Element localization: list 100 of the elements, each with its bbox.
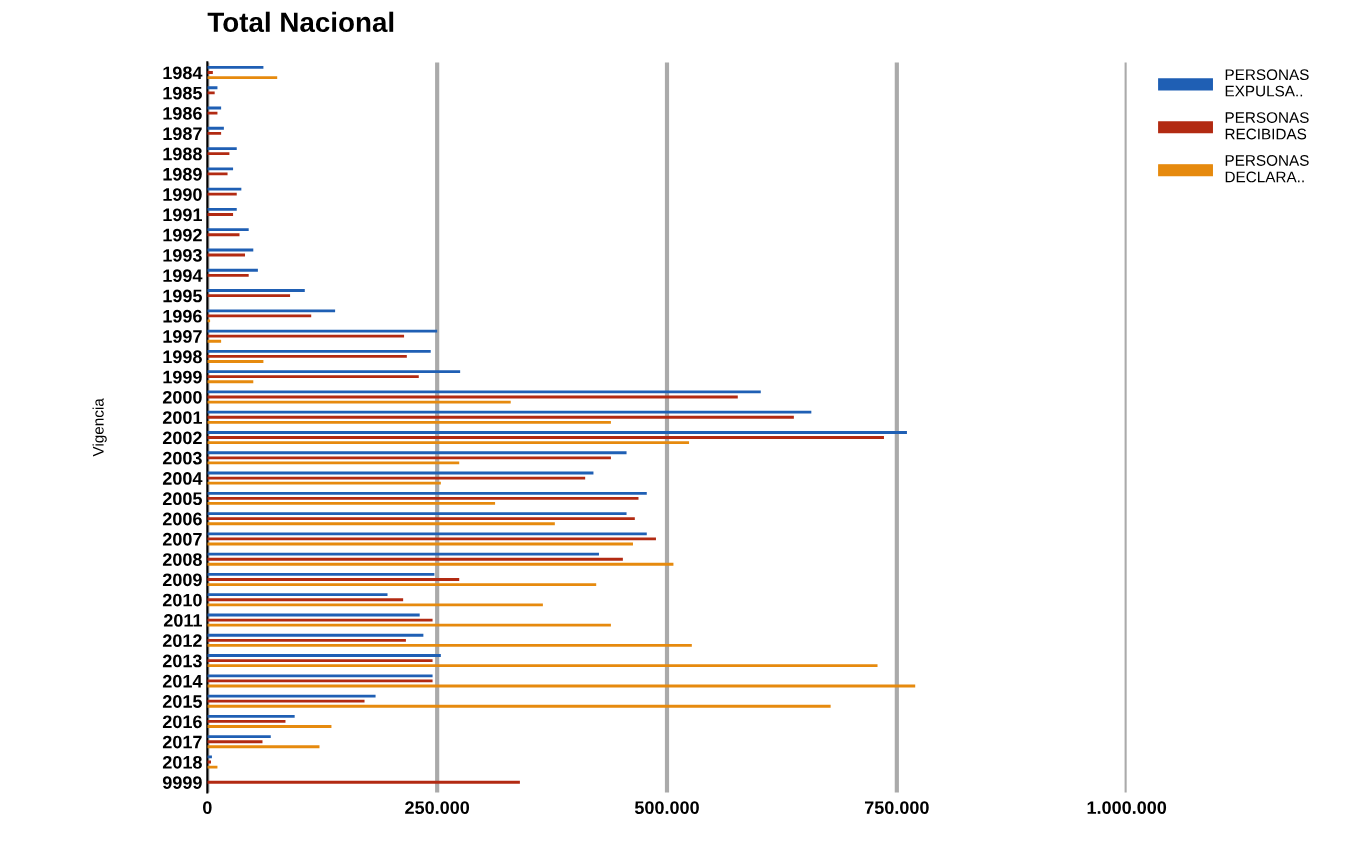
bar (207, 659, 433, 663)
y-tick-label: 1988 (163, 147, 202, 161)
y-tick-label: 1985 (163, 86, 202, 100)
bar (207, 502, 496, 505)
bar (207, 192, 237, 196)
bar (207, 456, 611, 460)
bar (207, 578, 460, 581)
bar (207, 461, 460, 465)
bar (207, 314, 312, 318)
bar (207, 289, 305, 292)
y-tick-label: 1991 (163, 208, 202, 222)
y-tick-label: 1989 (163, 167, 202, 181)
bar (207, 441, 690, 445)
y-tick-label: 2012 (162, 634, 202, 648)
y-tick-label: 2013 (162, 654, 202, 668)
bar (207, 522, 555, 526)
y-tick-label: 1990 (163, 188, 202, 201)
bar (207, 228, 249, 232)
y-tick-label: 1998 (163, 350, 202, 364)
y-tick-label: 2015 (162, 695, 202, 708)
bar (207, 431, 907, 434)
bar (207, 375, 419, 379)
bar (207, 573, 435, 576)
y-tick-label: 2018 (162, 755, 202, 769)
y-tick-label: 2006 (162, 512, 202, 526)
bar (207, 481, 441, 485)
bar (207, 268, 258, 272)
bar (207, 167, 234, 171)
bar (207, 745, 320, 749)
bar (207, 476, 586, 480)
bar (207, 309, 336, 313)
legend-label: PERSONAS RECIBIDAS (1225, 112, 1309, 140)
chart-title: Total Nacional (207, 11, 394, 33)
y-axis-title: Vigencia (92, 398, 107, 457)
y-tick-label: 1995 (163, 289, 202, 303)
y-tick-label: 2000 (162, 390, 202, 404)
bar (207, 349, 431, 353)
x-tick-label: 0 (203, 801, 212, 815)
bar (207, 740, 263, 744)
bar (207, 415, 794, 419)
x-tick-label: 750.000 (864, 801, 929, 815)
y-tick-label: 2014 (162, 674, 203, 688)
y-tick-label: 2016 (162, 715, 202, 729)
bar (207, 674, 433, 678)
y-tick-label: 2003 (162, 451, 202, 465)
bar (207, 66, 264, 69)
y-tick-label: 2001 (162, 411, 202, 424)
bar (207, 643, 692, 647)
bar (207, 410, 812, 414)
y-tick-label: 1986 (163, 107, 202, 120)
bar (207, 679, 433, 683)
y-tick-label: 1996 (163, 309, 202, 323)
bar (207, 699, 365, 703)
y-tick-label: 1994 (163, 269, 203, 283)
y-tick-label: 2004 (162, 472, 203, 485)
bar (207, 623, 611, 627)
y-tick-label: 1999 (163, 370, 202, 384)
bar (207, 126, 224, 130)
bar (207, 517, 635, 521)
y-tick-label: 1992 (163, 228, 202, 242)
bar (207, 603, 543, 607)
bar (207, 147, 237, 150)
bar (207, 735, 271, 739)
bar (207, 370, 461, 374)
bar (207, 436, 884, 439)
y-tick-label: 9999 (162, 776, 202, 789)
bar (207, 633, 424, 637)
bar (207, 360, 264, 363)
y-tick-label: 1987 (163, 127, 202, 141)
x-tick-label: 500.000 (634, 801, 699, 815)
bar (207, 294, 291, 298)
bar (207, 91, 215, 95)
y-tick-label: 2010 (162, 593, 202, 607)
bar (207, 131, 222, 135)
bar (207, 86, 218, 90)
bar (207, 187, 242, 191)
bar (207, 562, 674, 566)
y-tick-label: 1997 (163, 330, 202, 343)
y-tick-label: 2007 (162, 532, 202, 546)
bar (207, 532, 647, 536)
bar (207, 512, 627, 516)
bar (207, 664, 878, 668)
bar (207, 694, 376, 698)
bar (207, 152, 230, 156)
bar (207, 714, 295, 718)
bar (207, 780, 520, 784)
y-tick-label: 2017 (162, 735, 202, 749)
y-tick-label: 2011 (163, 613, 202, 627)
legend-label: PERSONAS EXPULSA.. (1225, 69, 1309, 97)
bar (207, 720, 286, 723)
bar (207, 207, 237, 211)
bar (207, 725, 332, 728)
bar (207, 583, 597, 586)
bar (207, 704, 831, 708)
bar (207, 334, 405, 338)
bar (207, 233, 240, 237)
legend-label: PERSONAS DECLARA.. (1225, 155, 1309, 183)
y-tick-label: 2002 (162, 431, 202, 445)
bar (207, 273, 249, 277)
bar (207, 557, 623, 561)
